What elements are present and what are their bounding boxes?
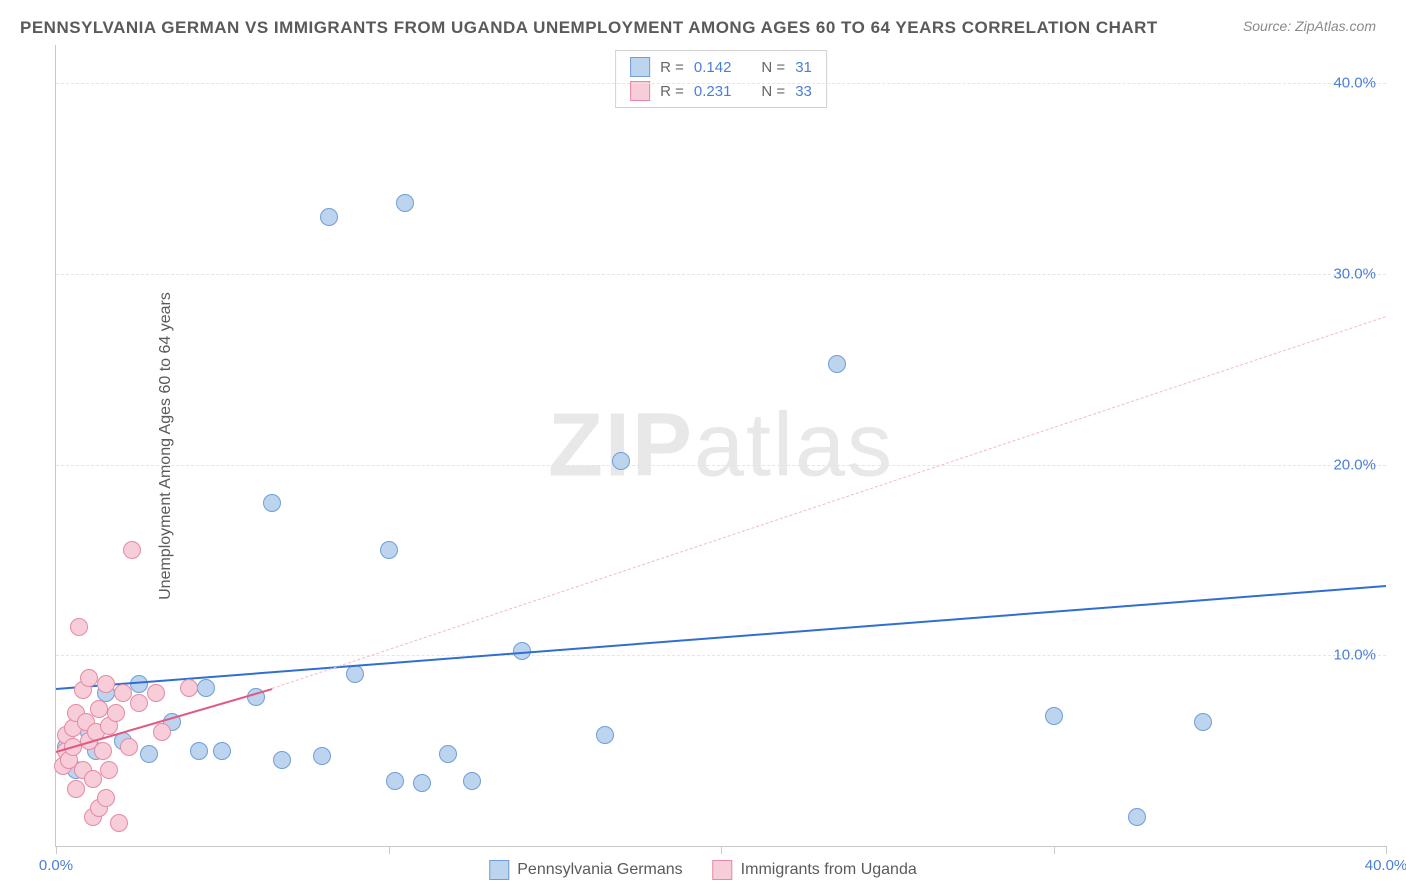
trend-line	[56, 585, 1386, 690]
data-point	[320, 208, 338, 226]
data-point	[439, 745, 457, 763]
x-tick	[1386, 846, 1387, 854]
swatch-series2-bottom	[713, 860, 733, 880]
data-point	[180, 679, 198, 697]
data-point	[147, 684, 165, 702]
data-point	[197, 679, 215, 697]
data-point	[612, 452, 630, 470]
data-point	[413, 774, 431, 792]
data-point	[123, 541, 141, 559]
watermark: ZIPatlas	[548, 394, 894, 497]
data-point	[346, 665, 364, 683]
data-point	[120, 738, 138, 756]
data-point	[313, 747, 331, 765]
data-point	[97, 675, 115, 693]
y-tick-label: 40.0%	[1333, 75, 1376, 92]
r-label-1: R =	[660, 59, 684, 76]
x-tick	[389, 846, 390, 854]
correlation-legend: R = 0.142 N = 31 R = 0.231 N = 33	[615, 50, 827, 108]
n-label-2: N =	[761, 83, 785, 100]
data-point	[80, 669, 98, 687]
x-tick	[56, 846, 57, 854]
r-value-2: 0.231	[694, 83, 732, 100]
n-label-1: N =	[761, 59, 785, 76]
data-point	[396, 194, 414, 212]
legend-label-series1: Pennsylvania Germans	[517, 861, 682, 879]
data-point	[90, 700, 108, 718]
gridline	[56, 655, 1386, 656]
data-point	[213, 742, 231, 760]
trend-line	[272, 316, 1386, 689]
data-point	[1045, 707, 1063, 725]
x-tick-label: 0.0%	[39, 857, 73, 874]
plot-area: ZIPatlas R = 0.142 N = 31 R = 0.231 N = …	[55, 45, 1386, 847]
watermark-bold: ZIP	[548, 395, 694, 495]
gridline	[56, 83, 1386, 84]
y-tick-label: 10.0%	[1333, 647, 1376, 664]
n-value-1: 31	[795, 59, 812, 76]
data-point	[596, 726, 614, 744]
data-point	[380, 541, 398, 559]
gridline	[56, 465, 1386, 466]
r-label-2: R =	[660, 83, 684, 100]
data-point	[114, 684, 132, 702]
data-point	[94, 742, 112, 760]
data-point	[153, 723, 171, 741]
data-point	[1128, 808, 1146, 826]
source-attribution: Source: ZipAtlas.com	[1243, 18, 1376, 34]
data-point	[263, 494, 281, 512]
data-point	[1194, 713, 1212, 731]
data-point	[110, 814, 128, 832]
data-point	[190, 742, 208, 760]
chart-title: PENNSYLVANIA GERMAN VS IMMIGRANTS FROM U…	[20, 18, 1158, 38]
swatch-series1-bottom	[489, 860, 509, 880]
data-point	[70, 618, 88, 636]
legend-row-series1: R = 0.142 N = 31	[630, 55, 812, 79]
data-point	[97, 789, 115, 807]
swatch-series1	[630, 57, 650, 77]
gridline	[56, 274, 1386, 275]
r-value-1: 0.142	[694, 59, 732, 76]
x-tick	[1054, 846, 1055, 854]
legend-item-series1: Pennsylvania Germans	[489, 860, 682, 880]
data-point	[828, 355, 846, 373]
legend-label-series2: Immigrants from Uganda	[741, 861, 917, 879]
data-point	[84, 770, 102, 788]
data-point	[463, 772, 481, 790]
data-point	[386, 772, 404, 790]
y-tick-label: 20.0%	[1333, 456, 1376, 473]
watermark-rest: atlas	[694, 395, 894, 495]
x-tick-label: 40.0%	[1365, 857, 1406, 874]
data-point	[100, 761, 118, 779]
data-point	[273, 751, 291, 769]
y-tick-label: 30.0%	[1333, 265, 1376, 282]
x-tick	[721, 846, 722, 854]
data-point	[107, 704, 125, 722]
legend-item-series2: Immigrants from Uganda	[713, 860, 917, 880]
data-point	[140, 745, 158, 763]
n-value-2: 33	[795, 83, 812, 100]
series-legend: Pennsylvania Germans Immigrants from Uga…	[489, 860, 916, 880]
data-point	[130, 694, 148, 712]
data-point	[67, 780, 85, 798]
